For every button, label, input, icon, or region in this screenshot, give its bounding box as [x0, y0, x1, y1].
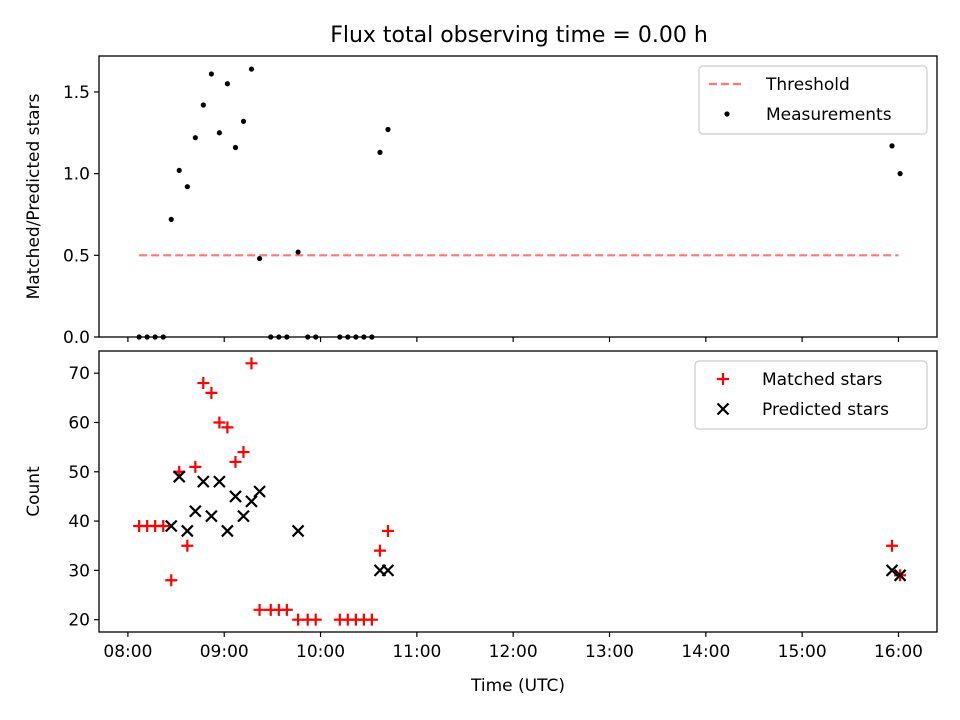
legend-label: Predicted stars [762, 400, 889, 420]
x-tick-label: 13:00 [585, 642, 634, 662]
data-point [381, 524, 394, 537]
x-axis-label: Time (UTC) [470, 676, 565, 696]
x-tick-label: 11:00 [392, 642, 441, 662]
y-tick-label: 20 [68, 611, 90, 631]
legend-label: Threshold [765, 75, 850, 95]
legend-box [698, 65, 928, 135]
data-point [280, 603, 293, 616]
figure-title: Flux total observing time = 0.00 h [330, 23, 708, 48]
data-point [253, 485, 266, 498]
data-point [245, 495, 258, 508]
y-tick-label: 0.0 [63, 328, 90, 348]
bottom-panel: 08:00 09:00 10:00 11:00 12:00 13:00 14:00 15:00… [24, 350, 938, 696]
plot-area-frame [98, 55, 938, 338]
data-point [232, 144, 239, 151]
y-tick-label: 0.5 [63, 246, 90, 266]
data-point [197, 377, 210, 390]
legend-box [694, 360, 928, 430]
y-tick-label: 1.0 [63, 165, 90, 185]
data-point [291, 524, 305, 538]
data-point [197, 475, 210, 488]
y-tick-label: 1.5 [63, 83, 90, 103]
y-axis-label: Count [24, 466, 44, 517]
data-point [192, 135, 198, 141]
data-point [253, 603, 266, 616]
top-panel: 0.0 0.5 1.0 1.5 Matched/Predicted stars Thres… [24, 55, 938, 348]
data-point [157, 520, 170, 533]
legend-label: Measurements [766, 105, 892, 125]
data-point [208, 71, 215, 77]
data-point [237, 446, 250, 459]
data-point [189, 504, 202, 518]
data-point [237, 509, 250, 523]
data-point [205, 509, 218, 523]
x-tick-label: 08:00 [103, 642, 152, 662]
data-point [172, 470, 186, 483]
data-point [248, 66, 255, 72]
plot-area-frame [98, 350, 938, 633]
data-point [893, 569, 907, 582]
data-point [221, 524, 234, 538]
data-point [164, 519, 178, 533]
data-point [885, 564, 899, 577]
data-point [889, 143, 895, 149]
data-point [165, 574, 178, 587]
data-point [295, 249, 301, 255]
data-point [221, 421, 234, 434]
data-point [213, 475, 226, 488]
data-point [309, 613, 322, 626]
data-point [176, 167, 182, 173]
x-tick-label: 15:00 [778, 642, 827, 662]
x-tick-label: 14:00 [681, 642, 730, 662]
data-point [224, 81, 230, 87]
y-tick-label: 70 [68, 364, 90, 384]
data-point [189, 460, 202, 473]
data-point [181, 524, 194, 538]
legend-swatch [716, 402, 730, 416]
data-point [385, 126, 391, 133]
data-point [216, 130, 223, 136]
data-point [365, 613, 378, 626]
data-point [897, 171, 903, 177]
data-point [886, 539, 899, 552]
legend: Threshold Measurements [698, 65, 928, 135]
x-tick-label: 16:00 [874, 642, 923, 662]
data-point [213, 416, 226, 429]
data-point [377, 149, 383, 155]
data-point [181, 539, 194, 552]
x-tick-label: 12:00 [489, 642, 538, 662]
data-point [256, 255, 263, 262]
data-point [245, 357, 258, 370]
data-point [200, 102, 206, 108]
y-tick-label: 30 [68, 561, 90, 581]
data-point [168, 216, 174, 222]
data-point [229, 455, 242, 468]
x-tick-label: 10:00 [296, 642, 345, 662]
y-tick-label: 50 [68, 463, 90, 483]
data-point [229, 490, 242, 503]
legend-swatch [717, 373, 729, 385]
y-tick-label: 60 [68, 413, 90, 433]
data-point [205, 386, 218, 399]
data-point [240, 118, 247, 124]
y-tick-label: 40 [68, 512, 90, 532]
legend: Matched stars Predicted stars [694, 360, 928, 430]
data-point [373, 544, 386, 557]
x-tick-label: 09:00 [200, 642, 249, 662]
y-axis-label: Matched/Predicted stars [24, 93, 44, 299]
legend-swatch [724, 111, 730, 117]
data-point [381, 564, 395, 577]
data-point [184, 184, 190, 190]
legend-label: Matched stars [762, 370, 882, 390]
